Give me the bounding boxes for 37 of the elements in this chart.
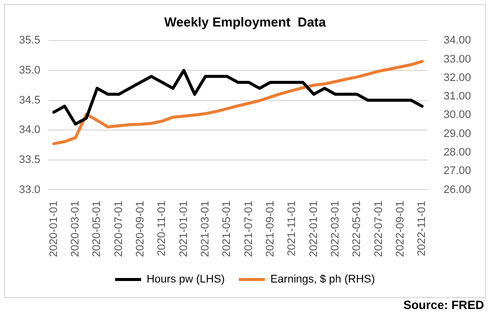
y2-tick-label: 26.00 bbox=[443, 184, 472, 196]
x-tick-label: 2022-11-01 bbox=[416, 200, 428, 256]
x-tick-label: 2021-03-01 bbox=[199, 200, 212, 258]
x-tick-label: 2022-09-01 bbox=[394, 200, 406, 258]
x-tick-label: 2021-01-01 bbox=[178, 200, 190, 258]
y2-tick-label: 27.00 bbox=[443, 165, 472, 178]
y2-tick-label: 28.00 bbox=[443, 146, 472, 158]
x-tick-label: 2020-01-01 bbox=[48, 200, 60, 258]
x-tick-label: 2020-11-01 bbox=[156, 200, 168, 256]
legend-label: Earnings, $ ph (RHS) bbox=[270, 274, 375, 286]
y2-tick-label: 32.00 bbox=[443, 72, 472, 84]
x-tick-label: 2020-05-01 bbox=[91, 200, 104, 258]
y-tick-label: 35.0 bbox=[18, 64, 40, 76]
y2-tick-label: 30.00 bbox=[443, 109, 472, 122]
x-tick-label: 2020-09-01 bbox=[134, 200, 146, 258]
x-tick-label: 2021-09-01 bbox=[264, 200, 276, 258]
x-tick-label: 2022-03-01 bbox=[329, 200, 342, 258]
x-tick-label: 2021-07-01 bbox=[242, 200, 255, 258]
y-tick-label: 34.0 bbox=[18, 124, 40, 136]
y2-tick-label: 33.00 bbox=[443, 53, 472, 66]
chart-title: Weekly Employment Data bbox=[164, 14, 327, 30]
x-tick-label: 2022-01-01 bbox=[308, 200, 320, 258]
x-tick-label: 2020-03-01 bbox=[70, 200, 82, 258]
y-tick-label: 35.5 bbox=[18, 34, 40, 47]
y-tick-label: 33.5 bbox=[18, 154, 40, 166]
x-tick-label: 2020-07-01 bbox=[112, 200, 125, 258]
y2-tick-label: 29.00 bbox=[443, 128, 472, 140]
legend-label: Hours pw (LHS) bbox=[146, 274, 225, 286]
y-tick-label: 34.5 bbox=[18, 94, 40, 106]
x-tick-label: 2021-11-01 bbox=[286, 200, 298, 256]
y2-tick-label: 31.00 bbox=[443, 90, 472, 103]
x-tick-label: 2022-05-01 bbox=[351, 200, 364, 258]
x-tick-label: 2021-05-01 bbox=[221, 200, 234, 258]
source-note: Source: FRED bbox=[403, 298, 484, 312]
y-tick-label: 33.0 bbox=[18, 184, 40, 196]
y2-tick-label: 34.00 bbox=[443, 34, 472, 47]
x-tick-label: 2022-07-01 bbox=[372, 200, 385, 258]
